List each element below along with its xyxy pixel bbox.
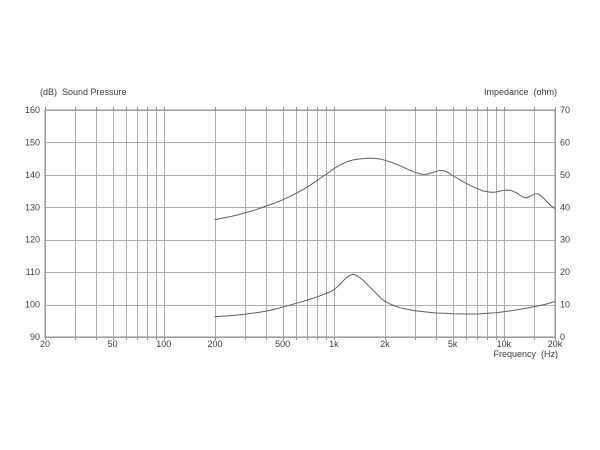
y-gridlines: [45, 110, 555, 338]
left-tick-label: 90: [30, 332, 40, 342]
x-tick-labels: 20 50 100 200 500 1k 2k 5k 10k 20k: [40, 339, 563, 349]
left-axis-title: (dB) Sound Pressure: [40, 87, 127, 97]
left-tick-labels: 160 150 140 130 120 110 100 90: [25, 105, 40, 342]
right-tick-label: 30: [560, 235, 570, 245]
right-tick-label: 70: [560, 105, 570, 115]
right-tick-label: 10: [560, 300, 570, 310]
impedance-curve: [214, 273, 556, 318]
left-tick-label: 110: [26, 267, 40, 277]
x-tick-label: 100: [156, 339, 171, 349]
x-tick-label: 20k: [548, 339, 563, 349]
left-tick-label: 120: [25, 235, 40, 245]
spl-curve: [214, 157, 556, 221]
x-tick-label: 5k: [448, 339, 458, 349]
x-tick-label: 10k: [497, 339, 512, 349]
x-tick-label: 2k: [380, 339, 390, 349]
left-tick-label: 130: [25, 202, 40, 212]
left-tick-label: 100: [25, 300, 40, 310]
x-tick-label: 50: [108, 339, 118, 349]
right-tick-labels: 70 60 50 40 30 20 10 0: [560, 105, 570, 342]
right-axis-title: Impedance (ohm): [484, 87, 557, 97]
plot-border: [44, 109, 556, 338]
plot-layers: 1601501401301201101009070605040302010020…: [25, 105, 570, 349]
x-tick-label: 200: [207, 339, 222, 349]
x-tick-label: 500: [275, 339, 290, 349]
left-tick-label: 160: [25, 105, 40, 115]
x-gridlines: [45, 110, 556, 337]
x-tick-label: 20: [40, 339, 50, 349]
right-tick-label: 50: [560, 170, 570, 180]
right-tick-label: 0: [560, 332, 565, 342]
right-tick-label: 60: [560, 137, 570, 147]
x-axis-title: Frequency (Hz): [493, 349, 558, 359]
right-tick-label: 40: [560, 202, 570, 212]
x-tick-label: 1k: [329, 339, 339, 349]
right-tick-label: 20: [560, 267, 570, 277]
left-tick-label: 150: [25, 137, 40, 147]
left-tick-label: 140: [25, 170, 40, 180]
